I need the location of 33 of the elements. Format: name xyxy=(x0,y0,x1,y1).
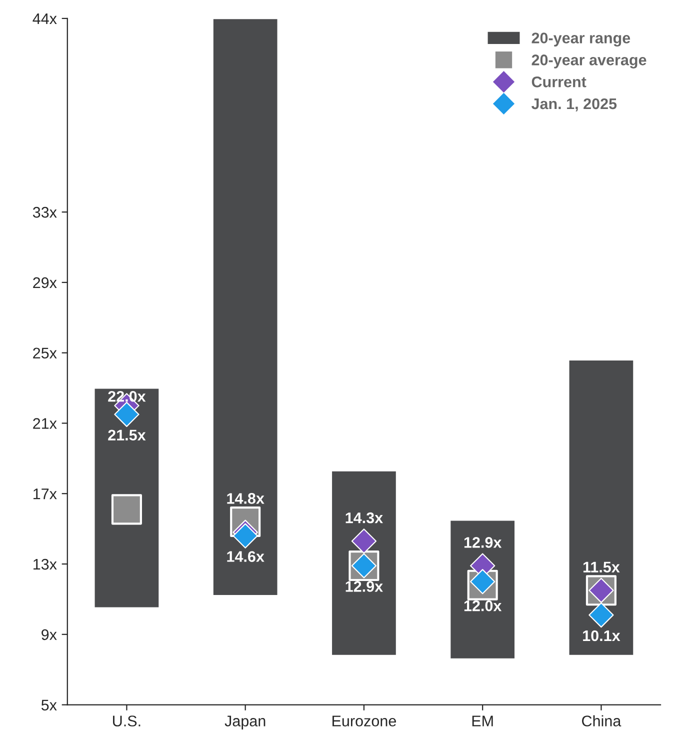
y-tick-label: 21x xyxy=(33,418,57,429)
y-tick-label: 25x xyxy=(33,348,57,359)
y-tick-label: 29x xyxy=(33,277,57,288)
point xyxy=(111,494,142,525)
data-label: 12.0x xyxy=(464,600,502,612)
point xyxy=(351,528,377,554)
x-tick-label: EM xyxy=(472,716,493,726)
y-tick-label: 9x xyxy=(42,629,57,640)
bar xyxy=(568,359,635,656)
data-label: 10.1x xyxy=(583,630,620,642)
data-label: 21.5x xyxy=(108,430,146,441)
point xyxy=(588,602,614,628)
data-label: 11.5x xyxy=(583,562,620,573)
legend-label: Current xyxy=(532,76,586,88)
bar xyxy=(212,18,279,596)
legend-label: 20-year average xyxy=(532,54,646,68)
x-tick-label: Eurozone xyxy=(332,716,396,726)
y-tick-label: 5x xyxy=(41,700,57,710)
data-label: 12.9x xyxy=(346,581,383,592)
y-tick-label: 33x xyxy=(32,206,57,218)
legend-label: Jan. 1, 2025 xyxy=(531,98,617,112)
y-tick-label: 13x xyxy=(34,558,57,570)
x-tick-label: China xyxy=(582,715,622,726)
data-label: 14.8x xyxy=(227,493,264,504)
y-tick-label: 44x xyxy=(32,13,57,24)
data-label: 12.9x xyxy=(464,537,502,548)
x-tick-label: Japan xyxy=(224,716,266,730)
y-tick-label: 17x xyxy=(34,488,57,500)
data-label: 14.3x xyxy=(346,512,383,524)
data-label: 14.6x xyxy=(227,551,264,562)
point xyxy=(114,402,140,427)
legend-label: 20-year range xyxy=(532,32,630,47)
x-tick-label: U.S. xyxy=(113,716,140,726)
